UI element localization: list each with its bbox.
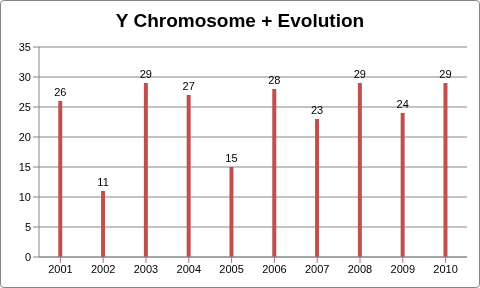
svg-text:35: 35 <box>19 41 31 53</box>
svg-text:20: 20 <box>19 131 31 143</box>
svg-text:2002: 2002 <box>91 263 115 275</box>
svg-text:2007: 2007 <box>305 263 329 275</box>
svg-text:25: 25 <box>19 101 31 113</box>
html-text:Y Chromosome + Evolution: Y Chromosome + Evolution <box>115 10 365 31</box>
svg-text:29: 29 <box>140 68 152 80</box>
svg-text:10: 10 <box>19 191 31 203</box>
svg-text:2006: 2006 <box>262 263 286 275</box>
svg-text:5: 5 <box>25 221 31 233</box>
svg-text:30: 30 <box>19 71 31 83</box>
svg-text:15: 15 <box>225 152 237 164</box>
svg-text:28: 28 <box>268 74 280 86</box>
svg-text:27: 27 <box>183 80 195 92</box>
svg-text:24: 24 <box>397 98 409 110</box>
svg-text:2008: 2008 <box>348 263 372 275</box>
svg-text:26: 26 <box>54 86 66 98</box>
svg-text:15: 15 <box>19 161 31 173</box>
svg-text:2009: 2009 <box>391 263 415 275</box>
svg-text:23: 23 <box>311 104 323 116</box>
svg-text:2004: 2004 <box>177 263 201 275</box>
svg-text:11: 11 <box>97 176 108 188</box>
svg-text:2003: 2003 <box>134 263 158 275</box>
svg-text:2005: 2005 <box>219 263 243 275</box>
svg-text:2010: 2010 <box>433 263 457 275</box>
svg-text:2001: 2001 <box>48 263 72 275</box>
svg-text:29: 29 <box>354 68 366 80</box>
svg-text:0: 0 <box>25 251 31 263</box>
svg-text:29: 29 <box>439 68 451 80</box>
